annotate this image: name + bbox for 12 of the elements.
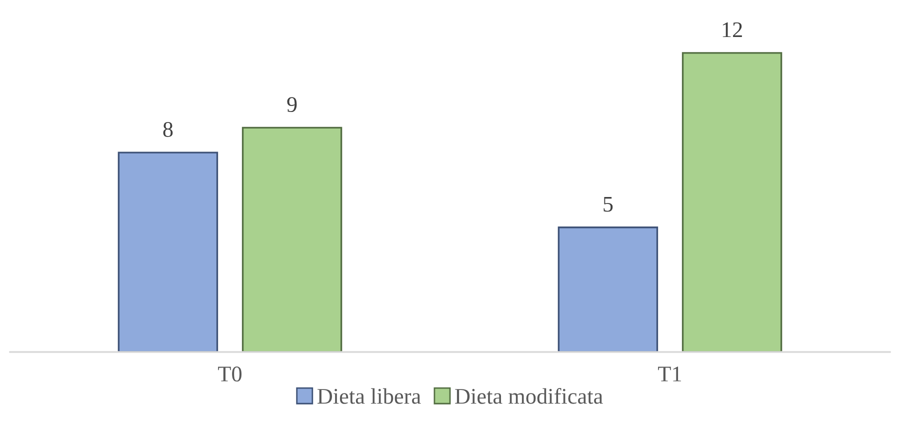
bar	[682, 52, 782, 352]
data-label: 8	[163, 122, 173, 137]
data-label: 12	[722, 22, 742, 38]
x-tick-label: T0	[218, 366, 242, 382]
data-label: 5	[604, 196, 613, 212]
legend-label: Dieta libera	[317, 388, 421, 404]
legend-label: Dieta modificata	[455, 388, 603, 404]
bar	[118, 152, 218, 352]
bar	[558, 226, 658, 352]
bar	[242, 126, 342, 352]
x-tick-label: T1	[658, 366, 682, 382]
data-label: 9	[287, 97, 297, 112]
